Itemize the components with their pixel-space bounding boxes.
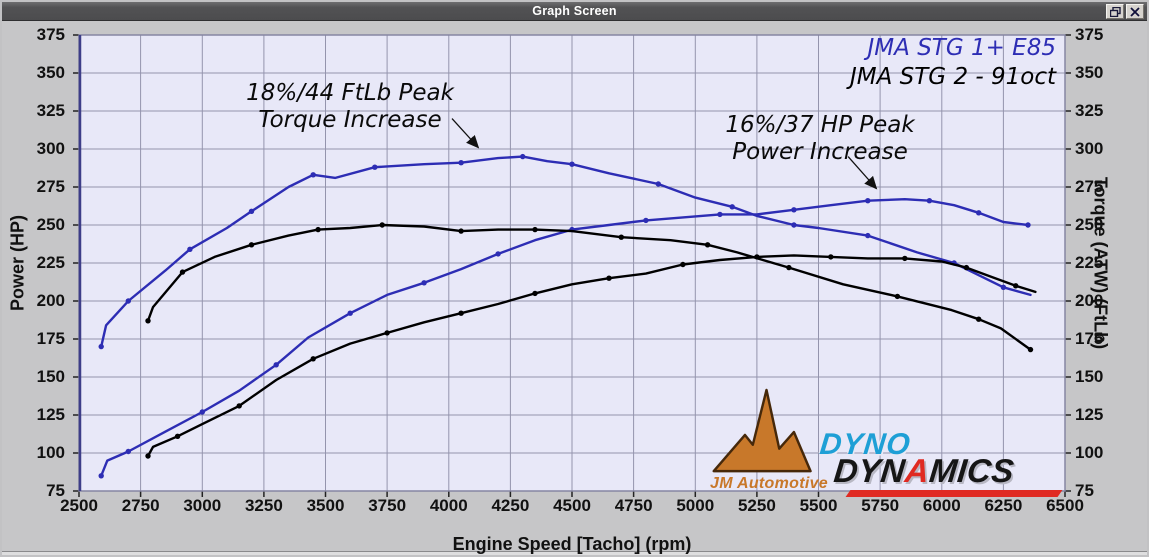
jm-mountain-icon [712, 388, 812, 473]
y-tick-label-left: 175 [36, 329, 65, 348]
restore-button[interactable] [1106, 4, 1124, 19]
y-tick-label-left: 350 [36, 63, 65, 82]
torque-increase-annotation: 18%/44 FtLb Peak Torque Increase [246, 80, 454, 134]
x-tick-label: 4750 [614, 496, 653, 515]
y-tick-label-left: 225 [36, 253, 65, 272]
y-tick-label-right: 225 [1075, 253, 1104, 272]
x-tick-label: 6500 [1046, 496, 1084, 515]
x-tick-label: 4250 [491, 496, 530, 515]
window-title: Graph Screen [532, 4, 617, 18]
annotation-line: Power Increase [732, 139, 908, 165]
y-tick-label-right: 350 [1075, 63, 1104, 82]
y-tick-label-right: 300 [1075, 139, 1104, 158]
x-tick-label: 3000 [183, 496, 222, 515]
legend: JMA STG 1+ E85 JMA STG 2 - 91oct [850, 34, 1056, 92]
x-tick-label: 3750 [368, 496, 407, 515]
y-tick-label-left: 250 [36, 215, 65, 234]
y-tick-label-left: 125 [36, 405, 65, 424]
x-tick-label: 5250 [737, 496, 776, 515]
x-tick-label: 5750 [861, 496, 900, 515]
x-tick-label: 5000 [676, 496, 715, 515]
jm-automotive-label: JM Automotive [710, 475, 828, 492]
annotation-line: Torque Increase [258, 107, 442, 133]
x-tick-label: 2500 [60, 496, 98, 515]
title-bar[interactable]: Graph Screen [2, 2, 1147, 21]
dynamics-post: MICS [927, 452, 1017, 489]
dyno-logo: JM Automotive DYNO DYNAMICS [692, 382, 1082, 502]
y-tick-label-right: 75 [1075, 481, 1094, 500]
x-tick-label: 6000 [922, 496, 961, 515]
x-tick-label: 4500 [553, 496, 591, 515]
y-tick-label-right: 250 [1075, 215, 1104, 234]
annotation-line: 16%/37 HP Peak [725, 112, 915, 138]
x-tick-label: 5500 [799, 496, 838, 515]
x-tick-label: 3250 [244, 496, 283, 515]
y-tick-label-left: 325 [36, 101, 65, 120]
y-tick-label-right: 375 [1075, 25, 1104, 44]
y-tick-label-right: 325 [1075, 101, 1104, 120]
restore-icon [1109, 6, 1121, 17]
dynamics-wordmark: DYNAMICS [832, 452, 1016, 490]
y-tick-label-right: 100 [1075, 443, 1104, 462]
x-tick-label: 3500 [306, 496, 345, 515]
window-bottom-edge [2, 551, 1147, 555]
chart-area: JM Automotive DYNO DYNAMICS JMA STG 1+ E… [2, 22, 1147, 555]
close-icon [1130, 6, 1140, 17]
y-tick-label-left: 200 [36, 291, 65, 310]
power-increase-annotation: 16%/37 HP Peak Power Increase [725, 112, 914, 166]
y-tick-label-right: 175 [1075, 329, 1104, 348]
y-tick-label-left: 150 [36, 367, 65, 386]
x-axis-title: Engine Speed [Tacho] (rpm) [452, 534, 692, 554]
legend-item-stg1: JMA STG 1+ E85 [867, 35, 1056, 61]
y-tick-label-right: 150 [1075, 367, 1104, 386]
y-tick-label-left: 375 [36, 25, 65, 44]
y-tick-label-right: 275 [1075, 177, 1104, 196]
y-tick-label-left: 275 [36, 177, 65, 196]
annotation-line: 18%/44 FtLb Peak [246, 80, 454, 106]
y-tick-label-right: 200 [1075, 291, 1104, 310]
y-tick-label-left: 100 [36, 443, 65, 462]
close-button[interactable] [1126, 4, 1144, 19]
x-tick-label: 6250 [984, 496, 1023, 515]
y-tick-label-right: 125 [1075, 405, 1104, 424]
legend-item-stg2: JMA STG 2 - 91oct [849, 64, 1056, 90]
y-tick-label-left: 300 [36, 139, 65, 158]
dynamics-pre: DYN [832, 452, 908, 489]
x-tick-label: 4000 [429, 496, 468, 515]
y-tick-label-left: 75 [46, 481, 65, 500]
x-tick-label: 2750 [121, 496, 160, 515]
